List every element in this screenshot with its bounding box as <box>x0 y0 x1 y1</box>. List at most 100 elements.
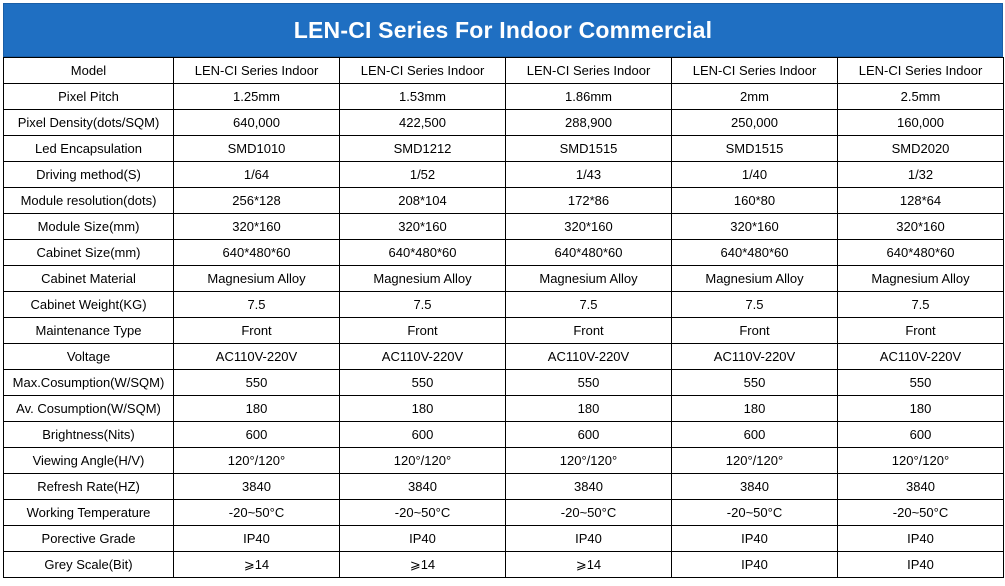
table-cell: IP40 <box>505 525 672 552</box>
table-cell: SMD1010 <box>173 135 340 162</box>
table-cell: -20~50°C <box>837 499 1004 526</box>
table-cell: 640*480*60 <box>671 239 838 266</box>
table-row: Pixel Pitch 1.25mm 1.53mm 1.86mm 2mm 2.5mm <box>3 83 1004 110</box>
table-cell: 320*160 <box>339 213 506 240</box>
table-row: Module resolution(dots) 256*128 208*104 172… <box>3 187 1004 214</box>
table-cell: 180 <box>671 395 838 422</box>
table-row: Cabinet Size(mm) 640*480*60 640*480*60 640*… <box>3 239 1004 266</box>
row-label: Max.Cosumption(W/SQM) <box>3 369 174 396</box>
table-cell: SMD1212 <box>339 135 506 162</box>
table-cell: 7.5 <box>837 291 1004 318</box>
table-cell: 3840 <box>837 473 1004 500</box>
table-row: Pixel Density(dots/SQM) 640,000 422,500 288… <box>3 109 1004 136</box>
table-cell: 3840 <box>173 473 340 500</box>
table-cell: 120°/120° <box>339 447 506 474</box>
spec-table-body: Model LEN-CI Series Indoor LEN-CI Series I… <box>3 57 1004 578</box>
table-row: Brightness(Nits) 600 600 600 600 600 <box>3 421 1004 448</box>
table-cell: 3840 <box>671 473 838 500</box>
table-cell: 180 <box>339 395 506 422</box>
table-cell: 180 <box>505 395 672 422</box>
table-row: Led Encapsulation SMD1010 SMD1212 SMD1515 SM… <box>3 135 1004 162</box>
table-cell: 320*160 <box>505 213 672 240</box>
table-cell: 600 <box>505 421 672 448</box>
spec-sheet: LEN-CI Series For Indoor Commercial Mode… <box>3 3 1004 583</box>
table-cell: 120°/120° <box>505 447 672 474</box>
table-cell: LEN-CI Series Indoor <box>173 57 340 84</box>
table-cell: AC110V-220V <box>505 343 672 370</box>
table-cell: Magnesium Alloy <box>173 265 340 292</box>
row-label: Cabinet Material <box>3 265 174 292</box>
table-cell: Front <box>505 317 672 344</box>
table-cell: Magnesium Alloy <box>339 265 506 292</box>
table-cell: Front <box>173 317 340 344</box>
table-cell: 120°/120° <box>671 447 838 474</box>
table-row: Cabinet Material Magnesium Alloy Magnesium… <box>3 265 1004 292</box>
table-row: Driving method(S) 1/64 1/52 1/43 1/40 1/32 <box>3 161 1004 188</box>
table-cell: AC110V-220V <box>671 343 838 370</box>
row-label: Model <box>3 57 174 84</box>
table-cell: LEN-CI Series Indoor <box>505 57 672 84</box>
row-label: Brightness(Nits) <box>3 421 174 448</box>
table-cell: SMD1515 <box>671 135 838 162</box>
table-cell: 256*128 <box>173 187 340 214</box>
table-cell: 2.5mm <box>837 83 1004 110</box>
table-row: Model LEN-CI Series Indoor LEN-CI Series I… <box>3 57 1004 84</box>
table-cell: 600 <box>837 421 1004 448</box>
table-cell: Magnesium Alloy <box>671 265 838 292</box>
table-row: Refresh Rate(HZ) 3840 3840 3840 3840 3840 <box>3 473 1004 500</box>
table-cell: LEN-CI Series Indoor <box>837 57 1004 84</box>
table-cell: ⩾14 <box>505 551 672 578</box>
table-cell: 172*86 <box>505 187 672 214</box>
table-row: Cabinet Weight(KG) 7.5 7.5 7.5 7.5 7.5 <box>3 291 1004 318</box>
table-cell: SMD2020 <box>837 135 1004 162</box>
table-cell: 1/52 <box>339 161 506 188</box>
table-cell: AC110V-220V <box>173 343 340 370</box>
table-row: Working Temperature -20~50°C -20~50°C -20~5… <box>3 499 1004 526</box>
row-label: Pixel Pitch <box>3 83 174 110</box>
table-cell: 1.53mm <box>339 83 506 110</box>
table-cell: 160,000 <box>837 109 1004 136</box>
table-cell: 600 <box>173 421 340 448</box>
table-cell: 1/40 <box>671 161 838 188</box>
table-cell: 160*80 <box>671 187 838 214</box>
table-cell: ⩾14 <box>173 551 340 578</box>
row-label: Maintenance Type <box>3 317 174 344</box>
table-cell: 640,000 <box>173 109 340 136</box>
table-cell: -20~50°C <box>505 499 672 526</box>
table-row: Viewing Angle(H/V) 120°/120° 120°/120° 120°… <box>3 447 1004 474</box>
table-cell: 550 <box>671 369 838 396</box>
row-label: Voltage <box>3 343 174 370</box>
table-cell: 550 <box>837 369 1004 396</box>
table-cell: AC110V-220V <box>837 343 1004 370</box>
table-row: Grey Scale(Bit) ⩾14 ⩾14 ⩾14 IP40 IP40 <box>3 551 1004 578</box>
table-cell: 1.25mm <box>173 83 340 110</box>
table-cell: Front <box>671 317 838 344</box>
table-row: Module Size(mm) 320*160 320*160 320*160 320*… <box>3 213 1004 240</box>
table-cell: AC110V-220V <box>339 343 506 370</box>
table-cell: 320*160 <box>837 213 1004 240</box>
table-row: Porective Grade IP40 IP40 IP40 IP40 IP40 <box>3 525 1004 552</box>
table-cell: 7.5 <box>505 291 672 318</box>
table-cell: IP40 <box>671 525 838 552</box>
table-cell: IP40 <box>671 551 838 578</box>
row-label: Working Temperature <box>3 499 174 526</box>
table-cell: 180 <box>173 395 340 422</box>
table-row: Maintenance Type Front Front Front Front Fron… <box>3 317 1004 344</box>
row-label: Viewing Angle(H/V) <box>3 447 174 474</box>
row-label: Pixel Density(dots/SQM) <box>3 109 174 136</box>
row-label: Driving method(S) <box>3 161 174 188</box>
table-cell: IP40 <box>837 551 1004 578</box>
table-cell: 550 <box>505 369 672 396</box>
table-cell: IP40 <box>837 525 1004 552</box>
table-cell: Front <box>837 317 1004 344</box>
table-title: LEN-CI Series For Indoor Commercial <box>3 3 1003 57</box>
table-cell: 1.86mm <box>505 83 672 110</box>
row-label: Module Size(mm) <box>3 213 174 240</box>
table-cell: 600 <box>339 421 506 448</box>
table-cell: 180 <box>837 395 1004 422</box>
table-cell: 3840 <box>339 473 506 500</box>
row-label: Refresh Rate(HZ) <box>3 473 174 500</box>
table-cell: IP40 <box>339 525 506 552</box>
row-label: Cabinet Size(mm) <box>3 239 174 266</box>
table-cell: LEN-CI Series Indoor <box>671 57 838 84</box>
